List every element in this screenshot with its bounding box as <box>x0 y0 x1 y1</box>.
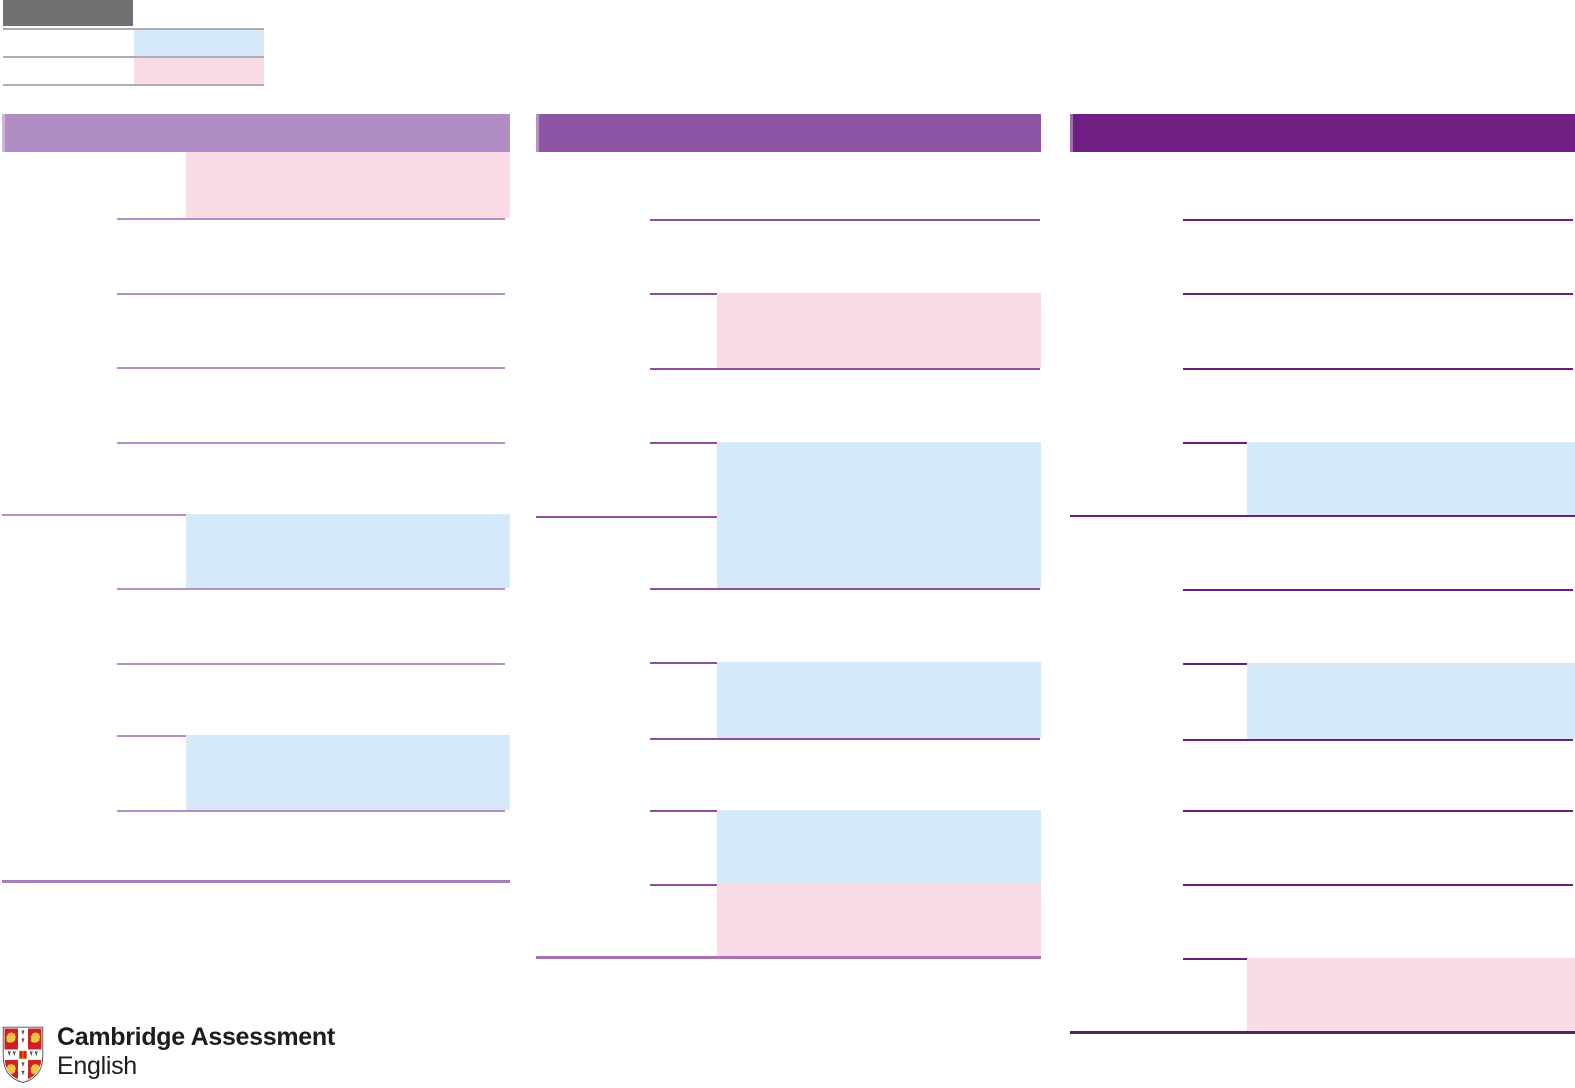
session-cell-blue <box>717 810 1041 884</box>
row-separator <box>650 368 1040 370</box>
legend-swatch-blue <box>134 30 264 56</box>
row-separator <box>1183 884 1573 886</box>
row-separator <box>117 293 505 295</box>
row-separator <box>650 738 1040 740</box>
session-cell-pink <box>717 884 1041 956</box>
row-separator <box>117 442 505 444</box>
legend-divider <box>3 56 264 58</box>
row-separator <box>1070 515 1575 517</box>
timetable-column-1 <box>2 0 510 1088</box>
session-cell-pink <box>717 293 1041 368</box>
row-separator <box>117 588 505 590</box>
cambridge-crest-icon <box>2 1026 44 1083</box>
row-separator <box>1183 293 1573 295</box>
row-separator <box>1183 810 1573 812</box>
session-cell-blue <box>1247 663 1575 739</box>
row-separator <box>1070 1031 1575 1034</box>
row-separator <box>536 956 1041 959</box>
row-separator <box>1183 739 1573 741</box>
row-separator <box>117 810 505 812</box>
session-cell-blue <box>717 662 1041 738</box>
column-3-header <box>1070 114 1575 152</box>
row-separator <box>650 219 1040 221</box>
session-cell-pink <box>186 152 510 218</box>
legend-swatch-pink <box>134 58 264 84</box>
timetable-column-3 <box>1070 0 1575 1088</box>
legend-header-cell <box>3 0 133 26</box>
row-separator <box>117 663 505 665</box>
session-cell-blue <box>1247 442 1575 515</box>
row-separator <box>1183 368 1573 370</box>
row-separator <box>2 880 510 883</box>
row-separator <box>650 588 1040 590</box>
brand-line-2: English <box>57 1052 137 1080</box>
legend-divider <box>3 28 264 30</box>
session-cell-blue <box>186 735 510 810</box>
legend-divider <box>3 84 264 86</box>
row-separator <box>117 218 505 220</box>
column-1-header <box>2 114 510 152</box>
timetable-column-2 <box>536 0 1041 1088</box>
column-2-header <box>536 114 1041 152</box>
brand-wordmark: Cambridge Assessment English <box>57 1023 335 1081</box>
row-separator <box>117 367 505 369</box>
session-cell-blue <box>717 442 1041 516</box>
brand-logo: Cambridge Assessment English <box>2 1023 335 1083</box>
session-cell-blue <box>717 516 1041 588</box>
session-cell-blue <box>186 514 510 588</box>
row-separator <box>1183 219 1573 221</box>
row-separator <box>1183 589 1573 591</box>
brand-line-1: Cambridge Assessment <box>57 1023 335 1051</box>
session-cell-pink <box>1247 958 1575 1031</box>
